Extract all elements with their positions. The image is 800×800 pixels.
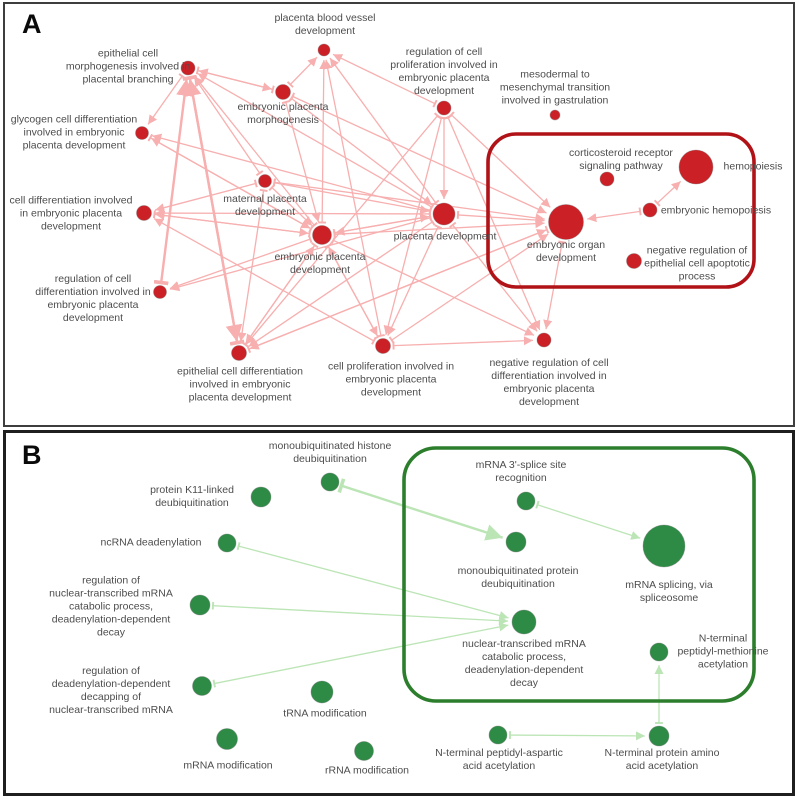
edge-placenta-development--cell-differentiation-involved-embryonic-placenta: [155, 208, 431, 218]
node-embryonic-placenta-development: [312, 225, 332, 245]
node-mrna-modification: [216, 728, 238, 750]
edge-regulation-deadenylation-dependent-decapping--nuclear-transcribed-mrna-catabolic-process: [212, 622, 509, 688]
node-ncrna-deadenylation: [217, 533, 237, 553]
edge-monoubiquitinated-histone-deubiquitination--monoubiquitinated-protein-deubiquitination: [337, 478, 504, 541]
edge-embryonic-placenta-morphogenesis--embryonic-placenta-development: [281, 100, 321, 223]
edge-regulation-nuclear-transcribed-mrna-catabolic-process--nuclear-transcribed-mrna-catabolic-process: [211, 601, 509, 626]
node-trna-modification: [310, 680, 334, 704]
node-epithelial-cell-morphogenesis-placental-branching: [180, 60, 196, 76]
edge-embryonic-placenta-morphogenesis--placenta-blood-vessel-development: [286, 56, 318, 88]
edge-regulation-of-cell-proliferation-embryonic-placenta--cell-proliferation-involved-embryonic-placenta: [383, 115, 446, 336]
edge-maternal-placenta-development--cell-differentiation-involved-embryonic-placenta: [154, 179, 258, 213]
node-maternal-placenta-development: [258, 174, 272, 188]
edge-embryonic-placenta-development--placenta-development: [332, 213, 430, 237]
node-regulation-deadenylation-dependent-decapping: [192, 676, 212, 696]
edge-maternal-placenta-development--placenta-development: [272, 178, 430, 215]
edge-embryonic-placenta-development--embryonic-organ-development: [333, 219, 545, 239]
node-mesodermal-to-mesenchymal-transition-gastrulation: [549, 109, 561, 121]
node-epithelial-cell-differentiation-embryonic-placenta: [231, 345, 247, 361]
node-n-terminal-peptidyl-aspartic-acid-acetylation: [488, 725, 508, 745]
node-placenta-blood-vessel-development: [317, 43, 331, 57]
node-negative-regulation-cell-differentiation-embryonic-placenta: [536, 332, 552, 348]
edge-epithelial-cell-differentiation-embryonic-placenta--embryonic-organ-development: [246, 229, 547, 354]
node-nuclear-transcribed-mrna-catabolic-process: [511, 609, 537, 635]
edge-cell-proliferation-involved-embryonic-placenta--negative-regulation-cell-differentiation-embryonic-placenta: [392, 336, 534, 350]
edge-placenta-development--epithelial-cell-morphogenesis-placental-branching: [197, 72, 435, 211]
node-protein-k11-linked-deubiquitination: [250, 486, 272, 508]
node-mrna-splicing-via-spliceosome: [642, 524, 686, 568]
edge-placenta-development--epithelial-cell-differentiation-embryonic-placenta: [248, 218, 436, 348]
node-hemopoiesis: [678, 149, 714, 185]
panel-b-highlight-box: [402, 446, 756, 703]
node-negative-regulation-epithelial-cell-apoptotic: [626, 253, 642, 269]
node-glycogen-cell-differentiation-embryonic-placenta: [135, 126, 149, 140]
edge-cell-differentiation-involved-embryonic-placenta--embryonic-placenta-development: [152, 210, 309, 237]
edge-embryonic-hemopoiesis--hemopoiesis: [653, 180, 682, 207]
node-embryonic-organ-development: [548, 204, 584, 240]
panel-a-letter: A: [22, 9, 42, 39]
edge-n-terminal-peptidyl-aspartic-acid-acetylation--n-terminal-protein-amino-acid-acetylation: [509, 731, 646, 741]
edge-epithelial-cell-morphogenesis-placental-branching--glycogen-cell-differentiation-embryonic-placenta: [147, 73, 186, 125]
node-regulation-nuclear-transcribed-mrna-catabolic-process: [189, 594, 211, 616]
node-embryonic-placenta-morphogenesis: [275, 84, 291, 100]
edge-ncrna-deadenylation--nuclear-transcribed-mrna-catabolic-process: [236, 542, 509, 620]
edge-cell-proliferation-involved-embryonic-placenta--embryonic-organ-development: [388, 233, 549, 344]
node-regulation-of-cell-proliferation-embryonic-placenta: [436, 100, 452, 116]
edge-embryonic-placenta-development--negative-regulation-cell-differentiation-embryonic-placenta: [330, 236, 535, 336]
node-mrna-3-splice-site-recognition: [516, 491, 536, 511]
edge-embryonic-hemopoiesis--embryonic-organ-development: [587, 207, 642, 223]
edge-regulation-of-cell-proliferation-embryonic-placenta--embryonic-organ-development: [447, 111, 551, 208]
node-n-terminal-peptidyl-methionine-acetylation: [649, 642, 669, 662]
edge-embryonic-placenta-development--placenta-blood-vessel-development: [318, 59, 329, 224]
panel-b-letter: B: [22, 440, 42, 470]
node-embryonic-hemopoiesis: [642, 202, 658, 218]
node-monoubiquitinated-protein-deubiquitination: [505, 531, 527, 553]
edge-mrna-3-splice-site-recognition--mrna-splicing-via-spliceosome: [535, 500, 641, 540]
panel-b-frame: [3, 430, 795, 796]
edge-cell-proliferation-involved-embryonic-placenta--embryonic-placenta-development: [327, 246, 382, 340]
edge-regulation-of-cell-proliferation-embryonic-placenta--placenta-blood-vessel-development: [332, 53, 438, 108]
edge-placenta-development--cell-proliferation-involved-embryonic-placenta: [387, 224, 443, 336]
edge-regulation-cell-differentiation-embryonic-placenta--epithelial-cell-morphogenesis-placental-branching: [153, 78, 193, 286]
node-cell-proliferation-involved-embryonic-placenta: [375, 338, 391, 354]
edge-epithelial-cell-morphogenesis-placental-branching--epithelial-cell-differentiation-embryonic-placenta: [182, 74, 243, 342]
node-corticosteroid-receptor-signaling-pathway: [599, 171, 615, 187]
edge-placenta-development--regulation-cell-differentiation-embryonic-placenta: [169, 213, 433, 292]
node-n-terminal-protein-amino-acid-acetylation: [648, 725, 670, 747]
panel-a-frame: [3, 2, 795, 427]
node-cell-differentiation-involved-embryonic-placenta: [136, 205, 152, 221]
node-placenta-development: [432, 202, 456, 226]
panel-a-highlight-box: [486, 132, 756, 289]
node-monoubiquitinated-histone-deubiquitination: [320, 472, 340, 492]
edge-epithelial-cell-differentiation-embryonic-placenta--embryonic-placenta-development: [241, 245, 315, 348]
edge-maternal-placenta-development--embryonic-placenta-development: [268, 184, 313, 227]
node-regulation-cell-differentiation-embryonic-placenta: [153, 285, 167, 299]
node-rrna-modification: [354, 741, 374, 761]
edge-embryonic-placenta-morphogenesis--placenta-development: [288, 94, 433, 206]
